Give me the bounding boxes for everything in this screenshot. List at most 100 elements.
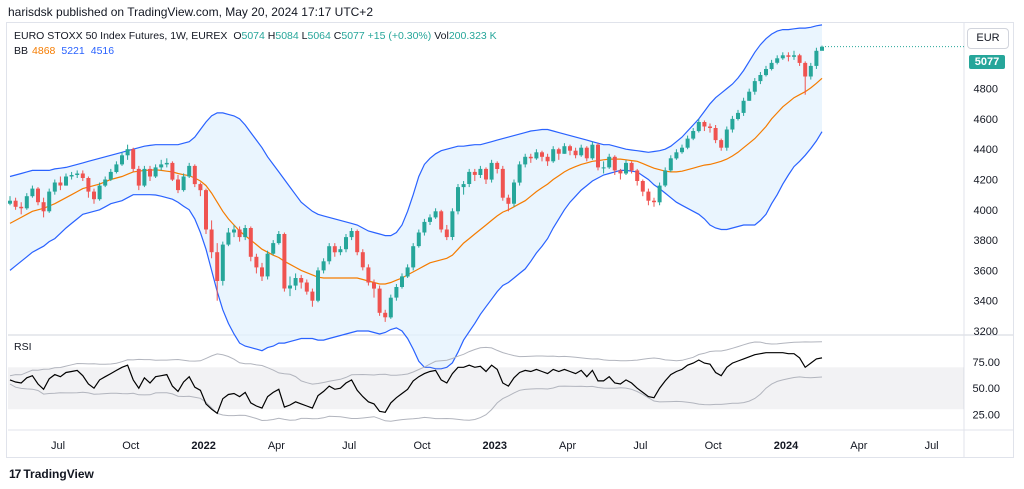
- candle-body: [114, 164, 119, 172]
- bb-label: BB: [14, 45, 29, 57]
- candle-body: [276, 234, 281, 244]
- candle-body: [769, 62, 774, 69]
- candle-body: [702, 122, 707, 127]
- candle-body: [607, 156, 612, 168]
- candle-body: [601, 167, 606, 169]
- candle-body: [411, 246, 416, 268]
- candle-body: [148, 168, 152, 177]
- candle-body: [293, 278, 298, 286]
- candle-body: [64, 176, 68, 186]
- candle-body: [248, 228, 253, 257]
- candle-body: [192, 165, 197, 185]
- price-tick-label: 3200: [974, 326, 998, 338]
- candle-body: [372, 282, 376, 289]
- candle-body: [52, 182, 57, 192]
- tradingview-footer[interactable]: 17 TradingView: [9, 467, 94, 481]
- candle-body: [450, 211, 455, 237]
- candle-body: [439, 211, 444, 230]
- candle-body: [786, 55, 791, 57]
- currency-button[interactable]: EUR: [967, 28, 1009, 49]
- bb-basis-value: 4868: [32, 45, 56, 57]
- volume-value: 200.323 K: [448, 30, 497, 42]
- rsi-shaded-band: [8, 367, 964, 410]
- candle-body: [590, 144, 595, 159]
- bb-upper-value: 5221: [61, 45, 85, 57]
- candle-body: [551, 149, 556, 162]
- candle-body: [271, 243, 276, 254]
- candle-body: [209, 229, 214, 253]
- candle-body: [220, 244, 225, 281]
- candle-body: [747, 91, 752, 101]
- candle-body: [456, 187, 460, 212]
- candle-body: [808, 65, 813, 77]
- last-price-tag: 5077: [969, 55, 1005, 69]
- candle-body: [596, 144, 600, 168]
- candle-body: [136, 168, 141, 186]
- footer-brand: TradingView: [23, 467, 94, 481]
- price-tick-label: 4800: [974, 84, 998, 96]
- candle-body: [562, 146, 567, 154]
- candle-body: [237, 229, 242, 238]
- price-tick-label: 3800: [974, 235, 998, 247]
- open-key: O: [233, 30, 242, 42]
- candle-body: [388, 297, 393, 318]
- candle-body: [30, 188, 35, 197]
- candle-body: [668, 158, 673, 171]
- candle-body: [584, 147, 589, 159]
- candle-body: [120, 155, 124, 165]
- time-tick-label: 2024: [774, 440, 799, 452]
- candle-body: [780, 55, 785, 59]
- candle-body: [512, 182, 516, 204]
- candle-body: [428, 217, 432, 222]
- time-tick-label: 2023: [483, 440, 507, 452]
- candle-body: [125, 149, 130, 156]
- candle-body: [321, 261, 326, 271]
- candle-body: [820, 46, 824, 51]
- candle-body: [752, 81, 757, 92]
- candle-body: [708, 126, 712, 128]
- candle-body: [198, 184, 203, 191]
- candle-body: [612, 156, 617, 171]
- time-tick-label: 2022: [191, 440, 215, 452]
- time-tick-label: Oct: [705, 440, 722, 452]
- candle-body: [500, 168, 505, 198]
- candle-body: [741, 100, 746, 113]
- candle-body: [47, 191, 52, 212]
- candle-body: [713, 128, 718, 141]
- rsi-tick-label: 75.00: [972, 357, 1000, 369]
- candle-body: [310, 291, 315, 301]
- candle-body: [803, 62, 808, 77]
- candle-body: [260, 267, 264, 277]
- candle-body: [797, 55, 802, 63]
- price-tick-label: 3400: [974, 296, 998, 308]
- candle-body: [444, 229, 449, 238]
- change-value: +15 (+0.30%): [367, 30, 432, 42]
- rsi-line: [9, 352, 823, 415]
- candle-body: [187, 165, 192, 177]
- candle-body: [568, 146, 572, 151]
- candle-body: [489, 162, 494, 180]
- volume-key: Vol: [434, 30, 449, 42]
- high-value: 5084: [275, 30, 299, 42]
- candle-body: [97, 185, 102, 200]
- bb-band-fill: [10, 24, 822, 369]
- candle-body: [355, 231, 360, 253]
- candle-body: [736, 112, 740, 119]
- candle-body: [332, 246, 337, 253]
- candle-body: [461, 184, 466, 188]
- candle-body: [646, 191, 651, 201]
- rsi-upper-band: [9, 341, 823, 385]
- low-key: L: [301, 30, 308, 42]
- candle-body: [58, 182, 63, 186]
- candle-body: [618, 170, 623, 174]
- candle-body: [377, 288, 382, 313]
- candle-body: [288, 285, 292, 289]
- candle-body: [304, 282, 309, 292]
- candle-body: [176, 179, 180, 191]
- candle-body: [282, 234, 287, 289]
- candle-body: [36, 188, 40, 203]
- price-tick-label: 4200: [974, 175, 998, 187]
- candle-body: [92, 191, 96, 200]
- candle-body: [108, 171, 113, 180]
